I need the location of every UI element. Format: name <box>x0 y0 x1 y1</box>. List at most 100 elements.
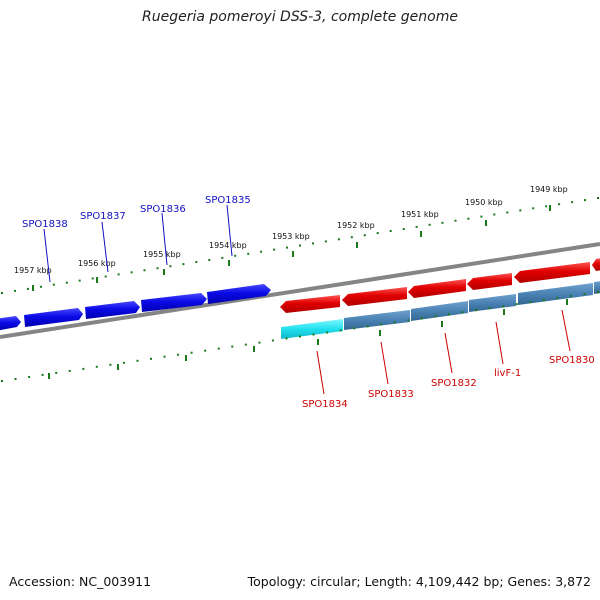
leader-spo1837 <box>101 221 109 273</box>
gene-label-spo1830[interactable]: SPO1830 <box>549 355 595 366</box>
tick-label-1949: 1949 kbp <box>530 185 568 194</box>
cds-feature-edge[interactable] <box>594 281 600 294</box>
gene-arrow-spo1837[interactable] <box>85 301 140 319</box>
forward-strand <box>0 284 271 331</box>
ruler-minor-dot <box>163 355 166 358</box>
gene-arrow-livf-1[interactable] <box>467 273 512 290</box>
ruler-minor-dot <box>597 197 599 199</box>
ruler-minor-dot <box>221 256 224 259</box>
ruler-minor-dot <box>376 232 379 235</box>
genome-summary-text: Topology: circular; Length: 4,109,442 bp… <box>247 574 591 589</box>
gene-arrow-spo1832[interactable] <box>408 279 466 298</box>
leader-spo1835 <box>226 204 233 257</box>
outer-ruler-labels: 1957 kbp 1956 kbp 1955 kbp 1954 kbp 1953… <box>14 185 568 275</box>
ruler-minor-dot <box>584 199 586 202</box>
ruler-minor-dot <box>475 309 478 312</box>
ruler-minor-dot <box>502 305 505 308</box>
ruler-minor-dot <box>519 209 522 212</box>
ruler-minor-dot <box>95 365 98 368</box>
gene-label-spo1838[interactable]: SPO1838 <box>22 219 68 230</box>
gene-label-livf-1[interactable]: livF-1 <box>494 368 521 379</box>
ruler-minor-dot <box>467 217 470 220</box>
ruler-minor-dot <box>299 335 301 338</box>
reverse-labels: SPO1834 SPO1833 SPO1832 livF-1 SPO1830 <box>302 355 595 410</box>
ruler-minor-dot <box>156 267 159 270</box>
cds-feature-livf-1[interactable] <box>469 294 516 312</box>
ruler-minor-dot <box>337 238 340 241</box>
ruler-minor-dot <box>39 285 42 288</box>
gene-label-spo1836[interactable]: SPO1836 <box>140 204 186 215</box>
gene-arrow-spo1833[interactable] <box>342 287 407 306</box>
rna-feature-spo1834[interactable] <box>281 319 343 339</box>
ruler-minor-dot <box>78 279 81 282</box>
forward-label-leaders <box>43 204 233 283</box>
ruler-minor-dot <box>247 252 250 255</box>
gene-label-spo1837[interactable]: SPO1837 <box>80 211 126 222</box>
tick-label-1950: 1950 kbp <box>465 198 503 207</box>
gene-label-spo1834[interactable]: SPO1834 <box>302 399 348 410</box>
gene-arrow-spo1838[interactable] <box>24 308 83 327</box>
gene-label-spo1833[interactable]: SPO1833 <box>368 389 414 400</box>
leader-spo1834 <box>316 350 325 395</box>
ruler-minor-dot <box>448 313 450 316</box>
cds-feature-spo1832[interactable] <box>411 301 468 321</box>
ruler-minor-dot <box>41 373 44 376</box>
gene-label-spo1835[interactable]: SPO1835 <box>205 195 251 206</box>
reverse-label-leaders <box>316 309 571 395</box>
ruler-minor-dot <box>177 353 180 356</box>
gene-arrow-spo1839[interactable] <box>0 316 21 331</box>
tick-label-1954: 1954 kbp <box>209 241 247 250</box>
tick-label-1951: 1951 kbp <box>401 210 439 219</box>
gene-label-spo1832[interactable]: SPO1832 <box>431 378 477 389</box>
ruler-minor-dot <box>190 351 193 354</box>
ruler-minor-dot <box>122 361 125 364</box>
cds-feature-spo1833[interactable] <box>344 310 410 330</box>
ruler-minor-dot <box>286 246 288 249</box>
ruler-minor-dot <box>1 380 3 382</box>
ruler-minor-dot <box>529 301 532 304</box>
ruler-minor-dot <box>353 327 356 330</box>
cds-feature-spo1830[interactable] <box>518 283 593 305</box>
tick-label-1957: 1957 kbp <box>14 266 52 275</box>
ruler-minor-dot <box>231 345 234 348</box>
ruler-minor-dot <box>14 378 17 380</box>
ruler-minor-dot <box>117 273 120 276</box>
ruler-minor-dot <box>393 321 396 324</box>
gene-arrow-edge[interactable] <box>592 258 600 271</box>
ruler-minor-dot <box>380 323 383 326</box>
feature-row <box>281 281 600 339</box>
ruler-minor-dot <box>402 228 405 230</box>
outer-ruler-major <box>32 205 551 291</box>
gene-arrow-spo1830[interactable] <box>514 262 590 283</box>
ruler-minor-dot <box>52 283 55 286</box>
ruler-minor-dot <box>434 315 437 318</box>
ruler-minor-dot <box>55 371 58 374</box>
ruler-minor-dot <box>299 244 301 247</box>
ruler-minor-dot <box>324 240 327 243</box>
ruler-minor-dot <box>82 367 85 370</box>
inner-ruler-dots <box>1 291 599 382</box>
ruler-minor-dot <box>182 263 185 266</box>
ruler-minor-dot <box>454 219 457 222</box>
ruler-minor-dot <box>273 248 276 251</box>
gene-arrow-spo1834[interactable] <box>280 295 340 313</box>
leader-spo1833 <box>380 341 389 385</box>
gene-arrow-spo1836[interactable] <box>141 293 207 312</box>
ruler-minor-dot <box>339 329 342 332</box>
ruler-minor-dot <box>366 325 369 328</box>
ruler-minor-dot <box>461 311 464 314</box>
ruler-minor-dot <box>493 213 496 216</box>
ruler-minor-dot <box>326 331 329 334</box>
ruler-minor-dot <box>260 250 263 253</box>
ruler-minor-dot <box>488 307 491 310</box>
ruler-minor-dot <box>244 343 247 346</box>
ruler-minor-dot <box>545 205 548 208</box>
inner-ruler-major <box>48 299 568 379</box>
ruler-minor-dot <box>556 297 559 300</box>
ruler-minor-dot <box>350 236 353 239</box>
ruler-minor-dot <box>420 317 423 320</box>
gene-arrow-spo1835[interactable] <box>207 284 271 304</box>
ruler-minor-dot <box>271 339 274 342</box>
tick-label-1953: 1953 kbp <box>272 232 310 241</box>
ruler-minor-dot <box>515 303 518 306</box>
